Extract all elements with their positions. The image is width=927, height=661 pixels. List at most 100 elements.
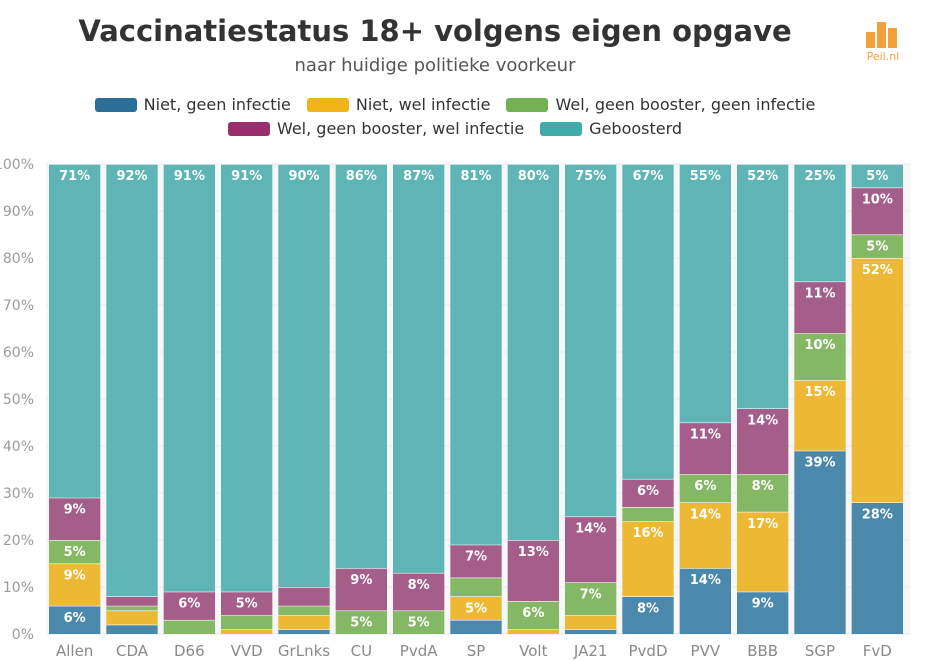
x-tick-label: VVD bbox=[231, 642, 263, 660]
legend-row-1: Niet, geen infectie Niet, wel infectie W… bbox=[0, 95, 910, 114]
bar-segment bbox=[335, 164, 387, 569]
x-tick-label: PvdD bbox=[629, 642, 668, 660]
data-label: 8% bbox=[637, 601, 659, 616]
bar-segment bbox=[679, 502, 731, 569]
data-label: 28% bbox=[862, 507, 893, 522]
data-label: 39% bbox=[804, 456, 835, 471]
data-label: 52% bbox=[862, 263, 893, 278]
data-label: 71% bbox=[59, 169, 90, 184]
bar-segment bbox=[737, 591, 789, 634]
data-label: 14% bbox=[690, 507, 721, 522]
bar-segment bbox=[335, 610, 387, 634]
data-label: 5% bbox=[350, 616, 372, 631]
y-tick-label: 0% bbox=[12, 627, 34, 643]
bar-segment bbox=[794, 281, 846, 334]
legend-label: Niet, geen infectie bbox=[143, 95, 291, 114]
y-tick-label: 40% bbox=[3, 439, 34, 455]
y-tick-label: 30% bbox=[3, 486, 34, 502]
data-label: 15% bbox=[804, 385, 835, 400]
bar-segment bbox=[851, 502, 903, 634]
legend-item: Wel, geen booster, geen infectie bbox=[506, 95, 815, 114]
data-label: 7% bbox=[580, 587, 602, 602]
legend-label: Wel, geen booster, geen infectie bbox=[555, 95, 816, 114]
bar-segment bbox=[794, 450, 846, 634]
bar-segment bbox=[163, 591, 215, 620]
bar-segment bbox=[450, 164, 502, 545]
legend-swatch bbox=[306, 97, 349, 112]
legend-swatch bbox=[506, 97, 549, 112]
data-label: 10% bbox=[804, 338, 835, 353]
bar-segment bbox=[450, 577, 502, 597]
bar-segment bbox=[49, 497, 101, 540]
x-tick-label: CU bbox=[351, 642, 372, 660]
data-label: 5% bbox=[64, 545, 86, 560]
data-label: 6% bbox=[522, 606, 544, 621]
legend-item: Niet, geen infectie bbox=[94, 95, 291, 114]
data-label: 9% bbox=[64, 503, 86, 518]
legend-row-2: Wel, geen booster, wel infectie Gebooste… bbox=[0, 119, 910, 138]
data-label: 80% bbox=[518, 169, 549, 184]
y-tick-label: 90% bbox=[3, 204, 34, 220]
x-tick-label: GrLnks bbox=[278, 642, 330, 660]
data-label: 6% bbox=[64, 611, 86, 626]
data-label: 9% bbox=[64, 569, 86, 584]
bar-segment bbox=[393, 572, 445, 611]
data-label: 90% bbox=[288, 169, 319, 184]
bar-segment bbox=[507, 629, 559, 634]
y-tick-label: 70% bbox=[3, 298, 34, 314]
bar-segment bbox=[565, 582, 617, 616]
bar-segment bbox=[106, 605, 158, 611]
x-tick-label: SP bbox=[467, 642, 486, 660]
data-label: 5% bbox=[866, 240, 888, 255]
bar-segment bbox=[49, 164, 101, 498]
legend-item: Geboosterd bbox=[540, 119, 682, 138]
bar-segment bbox=[737, 408, 789, 475]
bar-segment bbox=[393, 610, 445, 634]
bar-segment bbox=[221, 629, 273, 634]
data-label: 10% bbox=[862, 193, 893, 208]
y-tick-label: 50% bbox=[3, 392, 34, 408]
bar-segment bbox=[679, 474, 731, 503]
data-label: 9% bbox=[350, 573, 372, 588]
data-label: 6% bbox=[694, 479, 716, 494]
y-tick-label: 60% bbox=[3, 345, 34, 361]
bar-segment bbox=[794, 380, 846, 451]
data-label: 5% bbox=[866, 169, 888, 184]
bar-segment bbox=[278, 587, 330, 606]
x-tick-label: BBB bbox=[747, 642, 778, 660]
data-label: 81% bbox=[460, 169, 491, 184]
bar-segment bbox=[679, 422, 731, 475]
bar-segment bbox=[622, 521, 674, 597]
bar-segment bbox=[851, 234, 903, 258]
data-label: 7% bbox=[465, 550, 487, 565]
bar-segment bbox=[106, 164, 158, 597]
data-label: 8% bbox=[408, 578, 430, 593]
data-label: 14% bbox=[747, 413, 778, 428]
bar-segment bbox=[851, 164, 903, 188]
bar-segment bbox=[278, 605, 330, 616]
x-tick-label: D66 bbox=[174, 642, 205, 660]
data-label: 86% bbox=[346, 169, 377, 184]
y-tick-label: 20% bbox=[3, 533, 34, 549]
bar-segment bbox=[163, 164, 215, 592]
bar-segment bbox=[49, 605, 101, 634]
data-label: 52% bbox=[747, 169, 778, 184]
bar-segment bbox=[163, 619, 215, 634]
bar-segment bbox=[737, 164, 789, 409]
legend-label: Wel, geen booster, wel infectie bbox=[276, 119, 525, 138]
data-label: 8% bbox=[752, 479, 774, 494]
chart-title: Vaccinatiestatus 18+ volgens eigen opgav… bbox=[78, 14, 792, 48]
x-tick-label: FvD bbox=[863, 642, 892, 660]
x-tick-label: PVV bbox=[691, 642, 721, 660]
chart-subtitle: naar huidige politieke voorkeur bbox=[294, 55, 576, 76]
x-tick-label: CDA bbox=[116, 642, 149, 660]
data-label: 17% bbox=[747, 517, 778, 532]
legend: Niet, geen infectie Niet, wel infectie W… bbox=[0, 95, 910, 143]
legend-swatch bbox=[94, 97, 137, 112]
bar-segment bbox=[221, 615, 273, 630]
bar-segment bbox=[278, 164, 330, 587]
data-label: 91% bbox=[231, 169, 262, 184]
bar-segment bbox=[794, 164, 846, 282]
legend-swatch bbox=[540, 121, 583, 136]
bar-segment bbox=[106, 596, 158, 606]
